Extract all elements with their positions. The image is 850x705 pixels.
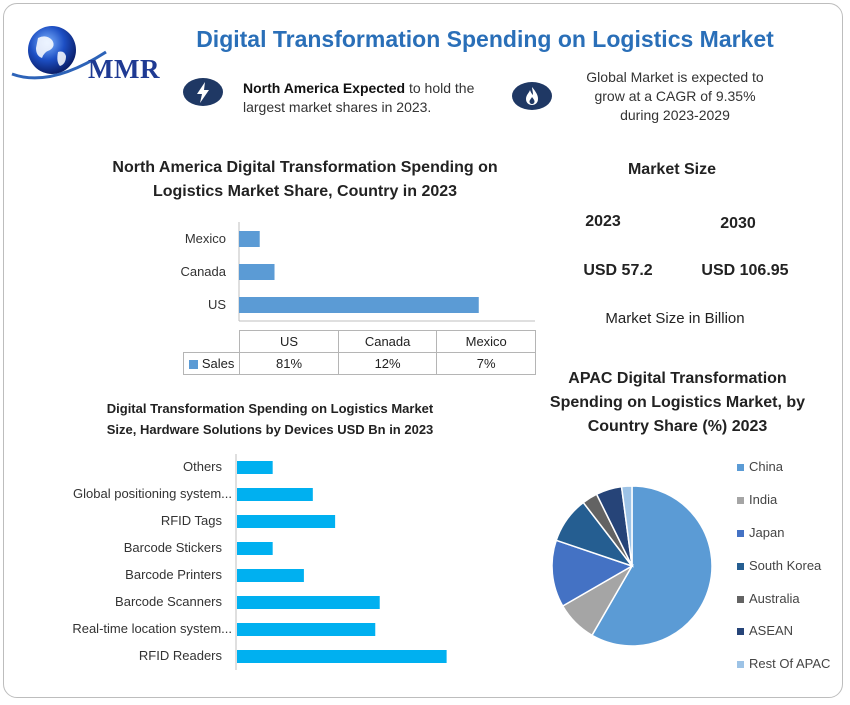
market-size-year-2023: 2023 (585, 213, 621, 230)
market-size-unit-note: Market Size in Billion (605, 310, 745, 327)
market-size-value-2023: USD 57.2 (583, 262, 653, 279)
sales-legend-swatch (188, 360, 198, 370)
logo-text: MMR (88, 54, 160, 84)
bar-rfid-readers (237, 650, 447, 663)
y-label-rfid-readers: RFID Readers (138, 648, 222, 663)
legend-item-china: China (737, 459, 783, 474)
table-value-canada: 12% (337, 352, 438, 375)
legend-swatch (737, 464, 744, 472)
bar-barcode-scanners (237, 596, 380, 609)
bar-barcode-printers (237, 569, 304, 582)
table-value-mexico: 7% (436, 352, 536, 375)
legend-item-japan: Japan (737, 525, 784, 540)
legend-item-asean: ASEAN (737, 623, 793, 638)
legend-item-south-korea: South Korea (737, 558, 821, 573)
legend-swatch (737, 563, 744, 571)
legend-swatch (737, 628, 744, 636)
y-label-canada: Canada (180, 264, 226, 279)
y-label-barcode-stickers: Barcode Stickers (123, 540, 222, 555)
market-size-title: Market Size (627, 161, 717, 178)
y-label-others: Others (182, 459, 222, 474)
legend-swatch (737, 530, 744, 538)
bar-barcode-stickers (237, 542, 273, 555)
page-title: Digital Transformation Spending on Logis… (196, 26, 774, 52)
market-size-year-2030: 2030 (720, 215, 756, 232)
bar-canada (239, 264, 275, 280)
bar-us (239, 297, 479, 313)
legend-swatch (737, 661, 744, 669)
y-label-barcode-scanners: Barcode Scanners (115, 594, 222, 609)
legend-swatch (737, 497, 744, 505)
north-america-callout: North America Expected to hold the large… (243, 80, 475, 115)
apac-pie-chart-title: APAC Digital Transformation Spending on … (549, 370, 806, 435)
bar-global-positioning-system (237, 488, 313, 501)
bar-real-time-location-system (237, 623, 376, 636)
pie-slice-japan (551, 539, 634, 608)
bar-mexico (239, 231, 260, 247)
y-label-mexico: Mexico (184, 231, 226, 246)
table-series-label: Sales (182, 352, 241, 375)
infographic-frame (3, 3, 843, 698)
y-label-rfid-tags: RFID Tags (160, 513, 222, 528)
market-size-value-2030: USD 106.95 (701, 262, 789, 279)
legend-item-australia: Australia (737, 591, 800, 606)
y-label-us: US (207, 297, 226, 312)
legend-item-rest-of-apac: Rest Of APAC (737, 656, 830, 671)
y-label-barcode-printers: Barcode Printers (125, 567, 222, 582)
bar-others (237, 461, 273, 474)
bar-rfid-tags (237, 515, 336, 528)
country-share-data-table: US Canada Mexico Sales 81% 12% 7% (182, 330, 536, 375)
table-header-mexico: Mexico (436, 330, 536, 353)
table-value-us: 81% (239, 352, 339, 375)
y-label-rtls: Real-time location system... (72, 621, 232, 636)
globe-icon (11, 26, 107, 80)
legend-item-india: India (737, 492, 777, 507)
pie-slice-rest-of-apac (620, 485, 633, 567)
pie-slice-china (590, 485, 713, 647)
y-label-gps: Global positioning system... (73, 486, 232, 501)
legend-swatch (737, 596, 744, 604)
mmr-logo (10, 22, 170, 86)
flame-icon (511, 81, 553, 111)
country-share-chart-title: North America Digital Transformation Spe… (112, 159, 498, 200)
cagr-callout: Global Market is expected to grow at a C… (586, 69, 764, 123)
hardware-devices-chart-title: Digital Transformation Spending on Logis… (106, 401, 434, 437)
lightning-icon (182, 77, 224, 107)
sales-legend-label: Sales (201, 356, 235, 371)
table-header-canada: Canada (337, 330, 438, 353)
